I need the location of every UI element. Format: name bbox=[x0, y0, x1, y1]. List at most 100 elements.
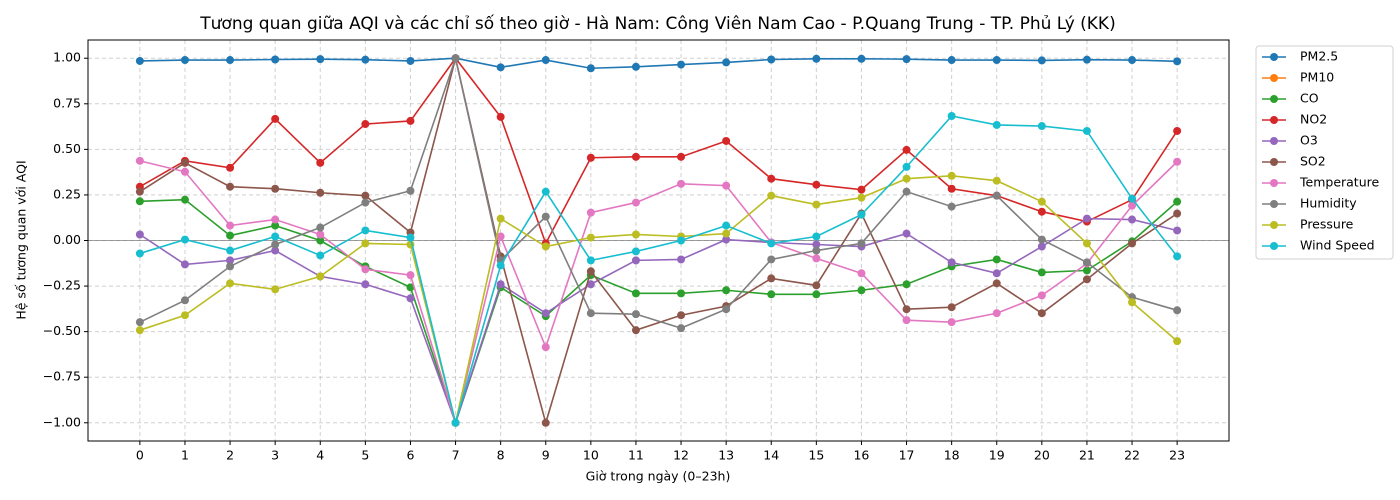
series-marker bbox=[271, 240, 280, 249]
series-marker bbox=[812, 281, 821, 290]
series-marker bbox=[135, 318, 144, 327]
series-marker bbox=[1082, 126, 1091, 135]
series-marker bbox=[1173, 57, 1182, 66]
series-marker bbox=[271, 232, 280, 241]
x-tick-label: 6 bbox=[406, 448, 414, 463]
series-marker bbox=[180, 296, 189, 305]
legend-label: PM2.5 bbox=[1300, 49, 1338, 64]
series-marker bbox=[1037, 56, 1046, 65]
series-marker bbox=[271, 55, 280, 64]
series-marker bbox=[271, 184, 280, 193]
series-marker bbox=[180, 235, 189, 244]
series-marker bbox=[947, 171, 956, 180]
series-marker bbox=[226, 256, 235, 265]
series-marker bbox=[316, 223, 325, 232]
series-marker bbox=[992, 120, 1001, 129]
legend-box bbox=[1255, 45, 1394, 260]
x-tick-label: 2 bbox=[226, 448, 234, 463]
series-marker bbox=[857, 193, 866, 202]
x-tick-label: 18 bbox=[944, 448, 960, 463]
x-tick-label: 14 bbox=[763, 448, 779, 463]
series-marker bbox=[406, 271, 415, 280]
series-marker bbox=[406, 233, 415, 242]
series-marker bbox=[1128, 201, 1137, 210]
x-tick-label: 10 bbox=[583, 448, 599, 463]
series-marker bbox=[1128, 298, 1137, 307]
series-marker bbox=[677, 255, 686, 264]
series-marker bbox=[722, 305, 731, 314]
series-marker bbox=[677, 236, 686, 245]
series-marker bbox=[541, 212, 550, 221]
series-marker bbox=[496, 232, 505, 241]
series-marker bbox=[1128, 215, 1137, 224]
series-marker bbox=[677, 289, 686, 298]
series-marker bbox=[586, 233, 595, 242]
series-marker bbox=[767, 191, 776, 200]
series-marker bbox=[226, 182, 235, 191]
legend-label: Temperature bbox=[1299, 175, 1379, 190]
series-marker bbox=[767, 274, 776, 283]
x-tick-label: 0 bbox=[136, 448, 144, 463]
series-marker bbox=[677, 60, 686, 69]
series-marker bbox=[1037, 242, 1046, 251]
x-tick-label: 11 bbox=[628, 448, 644, 463]
series-marker bbox=[767, 239, 776, 248]
plot-frame bbox=[87, 39, 1230, 442]
series-marker bbox=[947, 258, 956, 267]
series-marker bbox=[812, 254, 821, 263]
series-marker bbox=[631, 230, 640, 239]
series-marker bbox=[226, 246, 235, 255]
series-marker bbox=[406, 56, 415, 65]
legend-marker bbox=[1270, 74, 1278, 82]
x-tick-label: 9 bbox=[542, 448, 550, 463]
series-marker bbox=[722, 58, 731, 67]
series-marker bbox=[1173, 126, 1182, 135]
series-marker bbox=[406, 294, 415, 303]
series-marker bbox=[361, 239, 370, 248]
series-marker bbox=[271, 285, 280, 294]
series-marker bbox=[135, 249, 144, 258]
y-tick-label: −0.50 bbox=[43, 323, 81, 338]
series-marker bbox=[1082, 266, 1091, 275]
series-marker bbox=[947, 56, 956, 65]
y-tick-label: 0.75 bbox=[53, 95, 81, 110]
series-marker bbox=[631, 198, 640, 207]
x-tick-label: 12 bbox=[673, 448, 689, 463]
series-marker bbox=[1082, 55, 1091, 64]
series-marker bbox=[631, 256, 640, 265]
x-tick-label: 22 bbox=[1124, 448, 1140, 463]
series-marker bbox=[992, 269, 1001, 278]
series-marker bbox=[586, 309, 595, 318]
series-marker bbox=[902, 280, 911, 289]
series-marker bbox=[1037, 268, 1046, 277]
series-marker bbox=[361, 120, 370, 129]
series-line bbox=[139, 58, 1178, 426]
series-marker bbox=[180, 311, 189, 320]
x-tick-label: 23 bbox=[1169, 448, 1185, 463]
y-tick-label: −0.75 bbox=[43, 369, 81, 384]
x-tick-label: 4 bbox=[316, 448, 324, 463]
series-marker bbox=[1037, 122, 1046, 131]
x-tick-label: 5 bbox=[361, 448, 369, 463]
series-marker bbox=[812, 232, 821, 241]
series-marker bbox=[361, 198, 370, 207]
series-marker bbox=[1037, 291, 1046, 300]
series-marker bbox=[406, 186, 415, 195]
series-marker bbox=[361, 55, 370, 64]
series-marker bbox=[1082, 275, 1091, 284]
series-marker bbox=[541, 343, 550, 352]
series-marker bbox=[135, 326, 144, 335]
series-marker bbox=[1037, 207, 1046, 216]
series-line bbox=[139, 217, 1178, 426]
series-marker bbox=[586, 267, 595, 276]
series-marker bbox=[1173, 226, 1182, 235]
legend-marker bbox=[1270, 179, 1278, 187]
legend-marker bbox=[1270, 53, 1278, 61]
y-tick-label: −1.00 bbox=[43, 414, 81, 429]
x-tick-label: 7 bbox=[452, 448, 460, 463]
series-marker bbox=[496, 63, 505, 72]
series-marker bbox=[677, 179, 686, 188]
series-marker bbox=[586, 280, 595, 289]
series-marker bbox=[226, 56, 235, 65]
